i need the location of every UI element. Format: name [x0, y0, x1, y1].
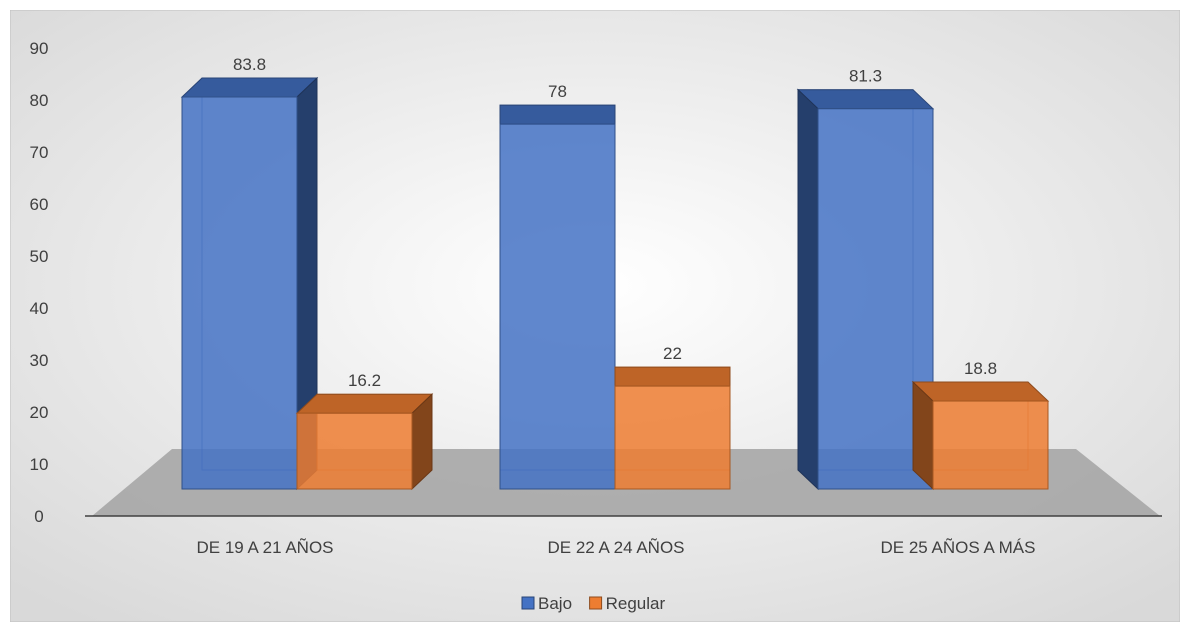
legend-label: Regular: [606, 594, 666, 613]
bar-top-face: [796, 89, 935, 110]
bar-side-face: [797, 88, 819, 491]
y-tick-label: 70: [30, 143, 49, 162]
legend-label: Bajo: [538, 594, 572, 613]
bar-regular: [932, 400, 1049, 490]
data-label: 16.2: [348, 371, 381, 390]
bar-chart: 0 10 20 30 40 50 60 70 80 90 83.8 16.2 78 22 81.3 18.8…: [9, 9, 1181, 623]
x-tick-label: DE 19 A 21 AÑOS: [196, 538, 333, 557]
y-axis-ticks: 0 10 20 30 40 50 60 70 80 90: [30, 39, 49, 526]
y-tick-label: 40: [30, 299, 49, 318]
data-label: 22: [663, 344, 682, 363]
bar-top-face: [180, 77, 319, 98]
legend-swatch: [589, 596, 603, 610]
y-tick-label: 10: [30, 455, 49, 474]
bar-regular: [296, 412, 413, 490]
x-tick-label: DE 22 A 24 AÑOS: [547, 538, 684, 557]
y-tick-label: 80: [30, 91, 49, 110]
x-axis-labels: DE 19 A 21 AÑOS DE 22 A 24 AÑOS DE 25 AÑOS…: [196, 538, 1035, 557]
y-tick-label: 20: [30, 403, 49, 422]
y-tick-label: 30: [30, 351, 49, 370]
x-tick-label: DE 25 AÑOS A MÁS: [881, 538, 1036, 557]
bar-bajo: [499, 123, 616, 490]
y-tick-label: 0: [34, 507, 43, 526]
bar-top-face: [499, 104, 616, 125]
data-label: 83.8: [233, 55, 266, 74]
data-label: 78: [548, 82, 567, 101]
bars: [180, 76, 1050, 491]
bar-regular: [614, 385, 731, 490]
data-labels: 83.8 16.2 78 22 81.3 18.8: [233, 55, 997, 390]
data-label: 81.3: [849, 67, 882, 86]
bar-bajo: [181, 96, 298, 490]
y-tick-label: 90: [30, 39, 49, 58]
data-label: 18.8: [964, 359, 997, 378]
y-tick-label: 50: [30, 247, 49, 266]
bar-top-face: [295, 393, 434, 414]
y-tick-label: 60: [30, 195, 49, 214]
legend: Bajo Regular: [521, 594, 666, 613]
chart-container: 0 10 20 30 40 50 60 70 80 90 83.8 16.2 78 22 81.3 18.8…: [9, 9, 1181, 623]
bar-top-face: [911, 381, 1050, 402]
legend-swatch: [521, 596, 535, 610]
bar-top-face: [614, 366, 731, 387]
bar-side-face: [912, 380, 934, 491]
